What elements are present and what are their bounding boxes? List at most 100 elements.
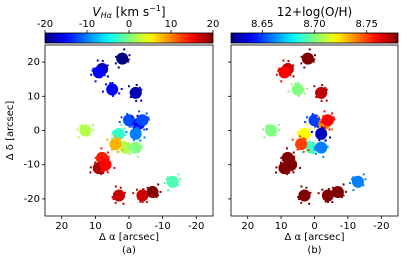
speckle xyxy=(130,143,133,146)
speckle xyxy=(145,112,148,115)
speckle xyxy=(328,128,331,131)
speckle xyxy=(117,66,120,69)
speckle xyxy=(285,173,288,176)
speckle xyxy=(170,175,173,178)
speckle xyxy=(113,135,116,138)
speckle xyxy=(318,123,321,126)
speckle xyxy=(106,64,109,67)
x-tick-label: 0 xyxy=(311,221,317,232)
speckle xyxy=(325,88,328,91)
speckle xyxy=(128,125,131,128)
clump-core xyxy=(278,66,291,79)
speckle xyxy=(128,148,131,151)
speckle xyxy=(114,129,117,132)
speckle xyxy=(349,182,352,185)
speckle xyxy=(296,137,299,140)
speckle xyxy=(323,110,326,113)
speckle xyxy=(278,67,281,70)
colorbar-tick-label: 20 xyxy=(207,19,220,30)
speckle xyxy=(308,195,311,198)
clump-core xyxy=(136,114,149,127)
speckle xyxy=(300,129,303,132)
axes xyxy=(230,44,399,217)
speckle xyxy=(96,158,99,161)
speckle xyxy=(326,200,329,203)
x-tick-label: -10 xyxy=(154,221,170,232)
speckle xyxy=(119,53,122,56)
clump-core xyxy=(315,86,328,99)
speckle xyxy=(296,148,299,151)
speckle xyxy=(286,75,289,78)
speckle xyxy=(315,152,318,155)
caption: (a) xyxy=(122,245,136,256)
speckle xyxy=(304,141,307,144)
speckle xyxy=(107,157,110,160)
speckle xyxy=(138,86,141,89)
x-tick-label: 20 xyxy=(55,221,68,232)
y-tick-label: 0 xyxy=(34,126,40,137)
speckle xyxy=(117,150,120,153)
clump xyxy=(111,123,127,145)
speckle xyxy=(309,151,312,154)
speckle xyxy=(133,126,136,129)
speckle xyxy=(114,62,117,65)
speckle xyxy=(166,176,169,179)
speckle xyxy=(107,155,110,158)
speckle xyxy=(123,127,126,130)
speckle xyxy=(98,76,101,79)
speckle xyxy=(110,148,113,151)
speckle xyxy=(126,112,129,115)
speckle xyxy=(138,150,141,153)
speckle xyxy=(110,145,113,148)
speckle xyxy=(99,165,102,168)
speckle xyxy=(309,133,312,136)
speckle xyxy=(111,133,114,136)
colorbar-tick-label: -20 xyxy=(37,19,53,30)
speckle xyxy=(131,115,134,118)
speckle xyxy=(144,190,147,193)
speckle xyxy=(92,124,95,127)
speckle xyxy=(128,54,131,57)
speckle xyxy=(102,171,105,174)
speckle xyxy=(88,134,91,137)
speckle xyxy=(270,134,273,137)
y-tick-label: 20 xyxy=(27,57,40,68)
speckle xyxy=(309,61,312,64)
speckle xyxy=(352,189,355,192)
clump xyxy=(101,81,123,97)
speckle xyxy=(306,116,309,119)
speckle xyxy=(136,155,139,158)
speckle xyxy=(333,118,336,121)
speckle xyxy=(147,116,150,119)
speckle xyxy=(331,112,334,115)
speckle xyxy=(316,115,319,118)
speckle xyxy=(117,137,120,140)
speckle xyxy=(177,173,180,176)
speckle xyxy=(127,60,130,63)
clump xyxy=(287,81,309,97)
speckle xyxy=(109,143,112,146)
colorbar-tick-label: -10 xyxy=(79,19,95,30)
speckle xyxy=(145,121,148,124)
clump-core xyxy=(166,175,179,188)
speckle xyxy=(309,191,312,194)
speckle xyxy=(127,85,130,88)
speckle xyxy=(112,94,115,97)
speckle xyxy=(145,128,148,131)
speckle xyxy=(275,166,278,169)
speckle xyxy=(321,83,324,86)
speckle xyxy=(118,53,121,56)
speckle xyxy=(292,151,295,154)
speckle xyxy=(309,127,312,130)
speckle xyxy=(294,93,297,96)
speckle xyxy=(132,139,135,142)
speckle xyxy=(135,188,138,191)
speckle xyxy=(322,197,325,200)
speckle xyxy=(280,156,283,159)
speckle xyxy=(303,66,306,69)
speckle xyxy=(321,114,324,117)
speckle xyxy=(157,183,160,186)
speckle xyxy=(107,92,110,95)
speckle xyxy=(322,155,325,158)
speckle xyxy=(291,69,294,72)
